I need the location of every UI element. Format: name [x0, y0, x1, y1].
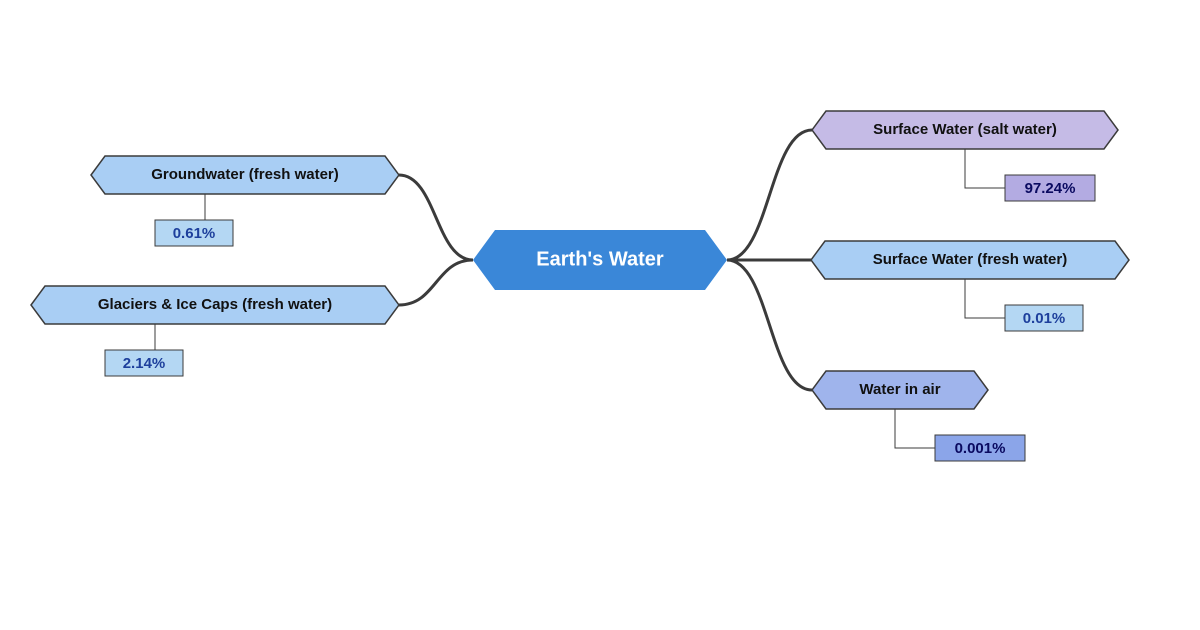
percent-label-surface-salt: 97.24%	[1025, 180, 1076, 197]
percent-label-glaciers: 2.14%	[123, 355, 166, 372]
node-surface-fresh: Surface Water (fresh water) 0.01%	[811, 241, 1129, 331]
node-label-glaciers: Glaciers & Ice Caps (fresh water)	[98, 296, 332, 313]
node-label-groundwater: Groundwater (fresh water)	[151, 166, 339, 183]
node-water-in-air: Water in air 0.001%	[812, 371, 1025, 461]
percent-connector-surface-salt	[965, 149, 1005, 188]
percent-label-surface-fresh: 0.01%	[1023, 310, 1066, 327]
connector-water-in-air	[727, 260, 812, 390]
percent-label-water-in-air: 0.001%	[955, 440, 1006, 457]
node-surface-salt: Surface Water (salt water) 97.24%	[812, 111, 1118, 201]
connector-glaciers	[399, 260, 473, 305]
center-node: Earth's Water	[473, 230, 727, 290]
percent-connector-surface-fresh	[965, 279, 1005, 318]
connector-surface-salt	[727, 130, 812, 260]
node-label-water-in-air: Water in air	[859, 381, 940, 398]
center-node-label: Earth's Water	[536, 248, 664, 270]
node-groundwater: Groundwater (fresh water) 0.61%	[91, 156, 399, 246]
connector-groundwater	[399, 175, 473, 260]
percent-connector-water-in-air	[895, 409, 935, 448]
percent-label-groundwater: 0.61%	[173, 225, 216, 242]
node-glaciers: Glaciers & Ice Caps (fresh water) 2.14%	[31, 286, 399, 376]
node-label-surface-salt: Surface Water (salt water)	[873, 121, 1057, 138]
node-label-surface-fresh: Surface Water (fresh water)	[873, 251, 1068, 268]
